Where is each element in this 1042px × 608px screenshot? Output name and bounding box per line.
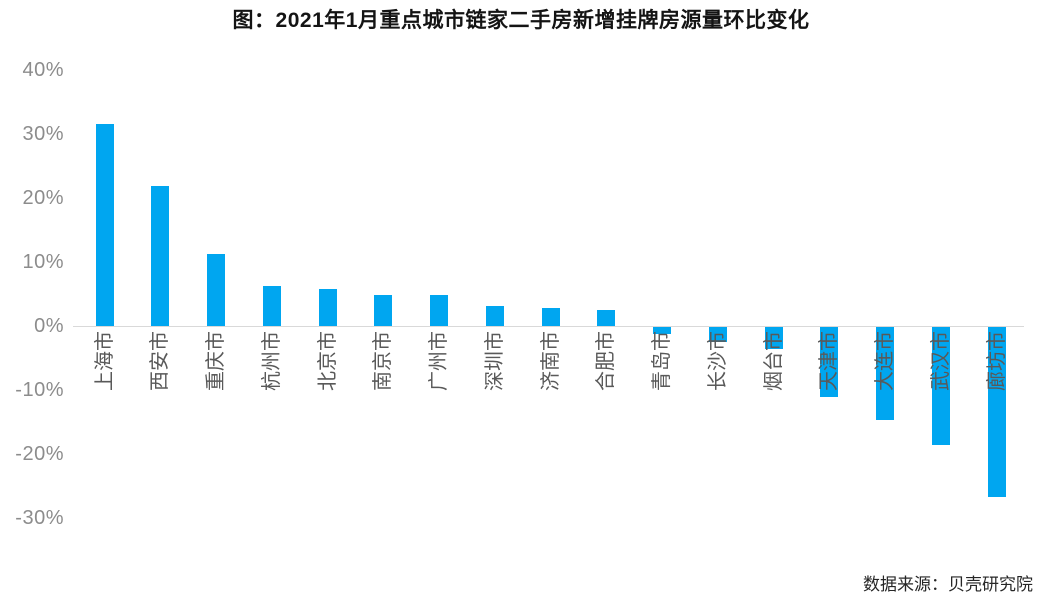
y-axis-tick-label: 20% <box>22 187 64 209</box>
bar <box>430 295 448 326</box>
y-axis-tick-label: 0% <box>34 315 64 337</box>
bar <box>541 308 560 326</box>
bar <box>931 327 950 446</box>
x-axis-category-label: 南京市 <box>372 331 395 391</box>
x-axis-category-label: 廊坊市 <box>985 331 1008 391</box>
bar <box>876 327 894 420</box>
x-axis-category-label: 北京市 <box>316 331 339 391</box>
bar <box>207 253 225 326</box>
y-axis-tick-label: 10% <box>22 251 64 273</box>
bar <box>653 327 671 335</box>
x-axis-category-label: 重庆市 <box>205 331 227 391</box>
y-axis-tick-label: 40% <box>22 59 64 81</box>
bar <box>318 288 337 326</box>
bar <box>374 294 393 326</box>
bar <box>151 186 170 326</box>
x-axis-line <box>73 325 1024 327</box>
bar <box>987 327 1006 497</box>
x-axis-category-label: 广州市 <box>428 331 450 391</box>
bar <box>820 327 839 398</box>
bar <box>597 310 616 326</box>
x-axis-category-label: 烟台市 <box>762 331 785 391</box>
x-axis-category-label: 大连市 <box>874 331 896 391</box>
x-axis-category-label: 济南市 <box>539 331 562 391</box>
x-axis-category-label: 杭州市 <box>260 331 283 391</box>
bar <box>764 327 783 350</box>
bar <box>708 327 727 342</box>
bar <box>262 285 281 326</box>
bar <box>95 124 114 326</box>
x-axis-category-label: 合肥市 <box>595 331 618 391</box>
x-axis-category-label: 深圳市 <box>483 331 506 391</box>
x-axis-category-label: 武汉市 <box>929 331 952 391</box>
x-axis-category-label: 西安市 <box>149 331 172 391</box>
y-axis-tick-label: -30% <box>15 507 64 529</box>
source-note: 数据来源：贝壳研究院 <box>863 575 1033 594</box>
x-axis-category-label: 天津市 <box>818 331 841 391</box>
y-axis-tick-label: -20% <box>15 443 64 465</box>
y-axis-tick-label: 30% <box>22 123 64 145</box>
chart-title: 图：2021年1月重点城市链家二手房新增挂牌房源量环比变化 <box>232 9 810 32</box>
bar <box>485 306 504 326</box>
x-axis-category-label: 长沙市 <box>706 331 729 391</box>
x-axis-category-label: 青岛市 <box>651 331 673 391</box>
x-axis-category-label: 上海市 <box>93 331 116 391</box>
y-axis-tick-label: -10% <box>15 379 64 401</box>
